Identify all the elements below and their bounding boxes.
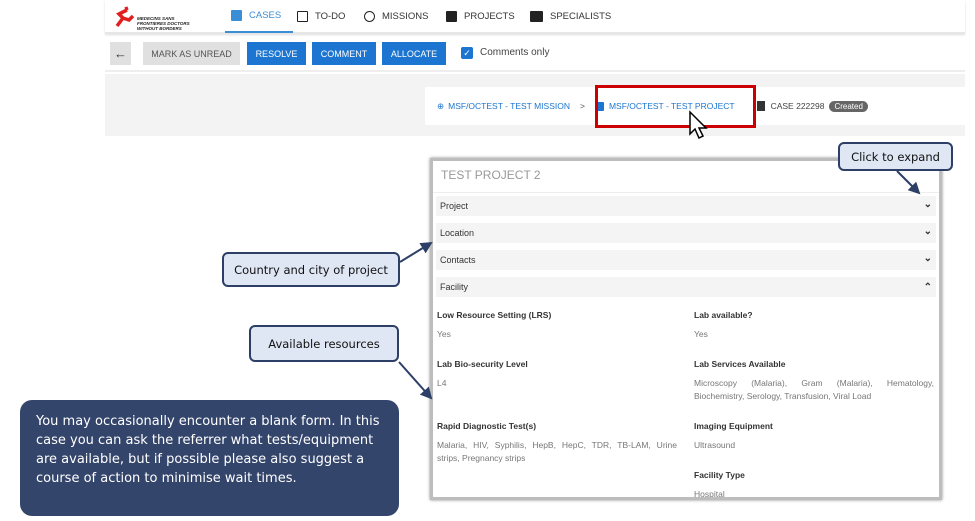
project-card: TEST PROJECT 2 Project ⌄ Location ⌄ Contac… <box>430 158 942 500</box>
calendar-check-icon <box>297 11 308 22</box>
field-label: Rapid Diagnostic Test(s) <box>437 421 537 431</box>
field-label: Facility Type <box>694 470 745 480</box>
mouse-cursor-icon <box>689 110 708 140</box>
callout-available-resources: Available resources <box>249 325 399 362</box>
globe-icon: ⊕ <box>437 100 445 111</box>
chevron-down-icon: ⌄ <box>923 199 932 210</box>
msf-logo[interactable]: MEDECINS SANS FRONTIERES DOCTORS WITHOUT… <box>113 6 203 31</box>
field-value: Microscopy (Malaria), Gram (Malaria), He… <box>694 378 934 401</box>
id-card-icon <box>530 11 543 22</box>
allocate-button[interactable]: ALLOCATE <box>382 42 446 65</box>
tab-cases[interactable]: CASES <box>225 0 293 33</box>
globe-icon <box>364 11 375 22</box>
mark-as-unread-button[interactable]: MARK AS UNREAD <box>143 42 240 65</box>
field-label: Lab Bio-security Level <box>437 359 528 369</box>
section-location[interactable]: Location ⌄ <box>436 223 936 243</box>
breadcrumb-case: CASE 222298 <box>770 101 825 111</box>
arrow-icon <box>399 241 433 263</box>
tab-specialists[interactable]: SPECIALISTS <box>530 0 611 33</box>
field-value: Ultrasound <box>694 440 736 450</box>
breadcrumb-separator: > <box>579 101 585 111</box>
arrow-icon <box>398 361 433 400</box>
comments-only-label: Comments only <box>480 47 550 58</box>
breadcrumb-mission-link[interactable]: MSF/OCTEST - TEST MISSION <box>448 101 570 111</box>
chevron-up-icon: ⌃ <box>923 282 932 293</box>
breadcrumb-project-link[interactable]: MSF/OCTEST - TEST PROJECT <box>608 101 735 111</box>
tab-missions[interactable]: MISSIONS <box>364 0 428 33</box>
plus-square-icon <box>446 11 457 22</box>
callout-country-city: Country and city of project <box>222 252 400 287</box>
tab-to-do[interactable]: TO-DO <box>297 0 345 33</box>
comment-button[interactable]: COMMENT <box>312 42 376 65</box>
status-badge: Created <box>829 100 868 112</box>
field-value: Yes <box>437 329 451 339</box>
comments-only-checkbox[interactable]: ✓ <box>461 47 473 59</box>
plus-square-icon <box>594 101 604 111</box>
top-nav: MEDECINS SANS FRONTIERES DOCTORS WITHOUT… <box>105 0 965 34</box>
section-contacts[interactable]: Contacts ⌄ <box>436 250 936 270</box>
clipboard-icon <box>756 101 765 111</box>
field-label: Lab Services Available <box>694 359 786 369</box>
highlight-box <box>595 85 756 128</box>
section-project[interactable]: Project ⌄ <box>436 196 936 216</box>
card-title: TEST PROJECT 2 <box>441 168 541 182</box>
callout-click-to-expand: Click to expand <box>838 142 953 171</box>
field-value: L4 <box>437 378 447 388</box>
tab-projects[interactable]: PROJECTS <box>446 0 515 33</box>
chevron-down-icon: ⌄ <box>923 253 932 264</box>
msf-runner-icon <box>115 6 135 28</box>
field-label: Low Resource Setting (LRS) <box>437 310 552 320</box>
note-blank-form: You may occasionally encounter a blank f… <box>20 400 399 516</box>
clipboard-icon <box>231 10 242 21</box>
back-button[interactable]: ← <box>110 42 131 65</box>
breadcrumb: ⊕ MSF/OCTEST - TEST MISSION > MSF/OCTEST… <box>425 87 965 125</box>
field-label: Lab available? <box>694 310 753 320</box>
field-value: Yes <box>694 329 708 339</box>
field-value: Hospital <box>694 489 725 499</box>
arrow-left-icon: ← <box>114 46 127 61</box>
resolve-button[interactable]: RESOLVE <box>247 42 306 65</box>
section-facility[interactable]: Facility ⌃ <box>436 277 936 297</box>
chevron-down-icon: ⌄ <box>923 226 932 237</box>
field-value: Malaria, HIV, Syphilis, HepB, HepC, TDR,… <box>437 440 677 463</box>
field-label: Imaging Equipment <box>694 421 773 431</box>
case-toolbar: ← MARK AS UNREAD RESOLVE COMMENT ALLOCAT… <box>105 38 965 72</box>
